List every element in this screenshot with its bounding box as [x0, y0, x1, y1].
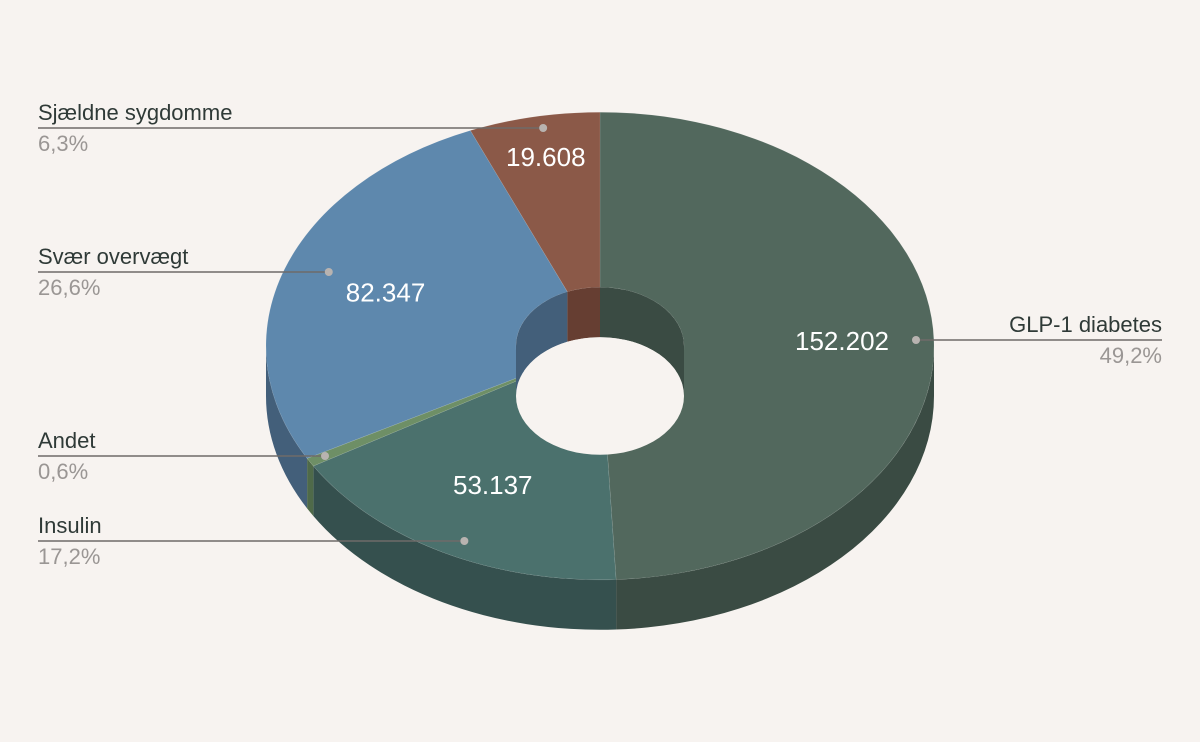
hole-wall-0 — [600, 287, 684, 396]
slice-side-0 — [616, 346, 934, 630]
leader-dot-1 — [460, 537, 469, 545]
slice-side-1 — [313, 466, 617, 630]
labels: 152.202 GLP-1 diabetes 49,2% 53.137 Insulin 1… — [38, 100, 1162, 569]
hole-walls — [516, 287, 684, 455]
slice-sides — [266, 346, 934, 630]
value-label-3: 82.347 — [346, 278, 426, 308]
slice-tops — [265, 111, 935, 581]
slice-side-2 — [307, 458, 314, 517]
category-label-4: Sjældne sygdomme — [38, 100, 232, 125]
percent-label-0: 49,2% — [1100, 343, 1162, 368]
value-label-1: 53.137 — [453, 470, 533, 500]
hole-wall-4 — [567, 287, 600, 342]
percent-label-2: 0,6% — [38, 459, 88, 484]
slice-side-3 — [266, 346, 308, 509]
percent-label-3: 26,6% — [38, 275, 100, 300]
leader-dot-3 — [324, 268, 333, 276]
value-label-0: 152.202 — [795, 326, 889, 356]
category-label-2: Andet — [38, 428, 96, 453]
category-label-0: GLP-1 diabetes — [1009, 312, 1162, 337]
category-label-3: Svær overvægt — [38, 244, 188, 269]
percent-label-1: 17,2% — [38, 544, 100, 569]
category-label-1: Insulin — [38, 513, 102, 538]
leader-dot-4 — [539, 124, 548, 132]
value-label-4: 19.608 — [506, 142, 586, 172]
percent-label-4: 6,3% — [38, 131, 88, 156]
leader-dot-0 — [912, 336, 920, 344]
hole-wall-3 — [516, 291, 568, 396]
donut-hole — [516, 337, 684, 455]
leader-dot-2 — [321, 452, 329, 460]
